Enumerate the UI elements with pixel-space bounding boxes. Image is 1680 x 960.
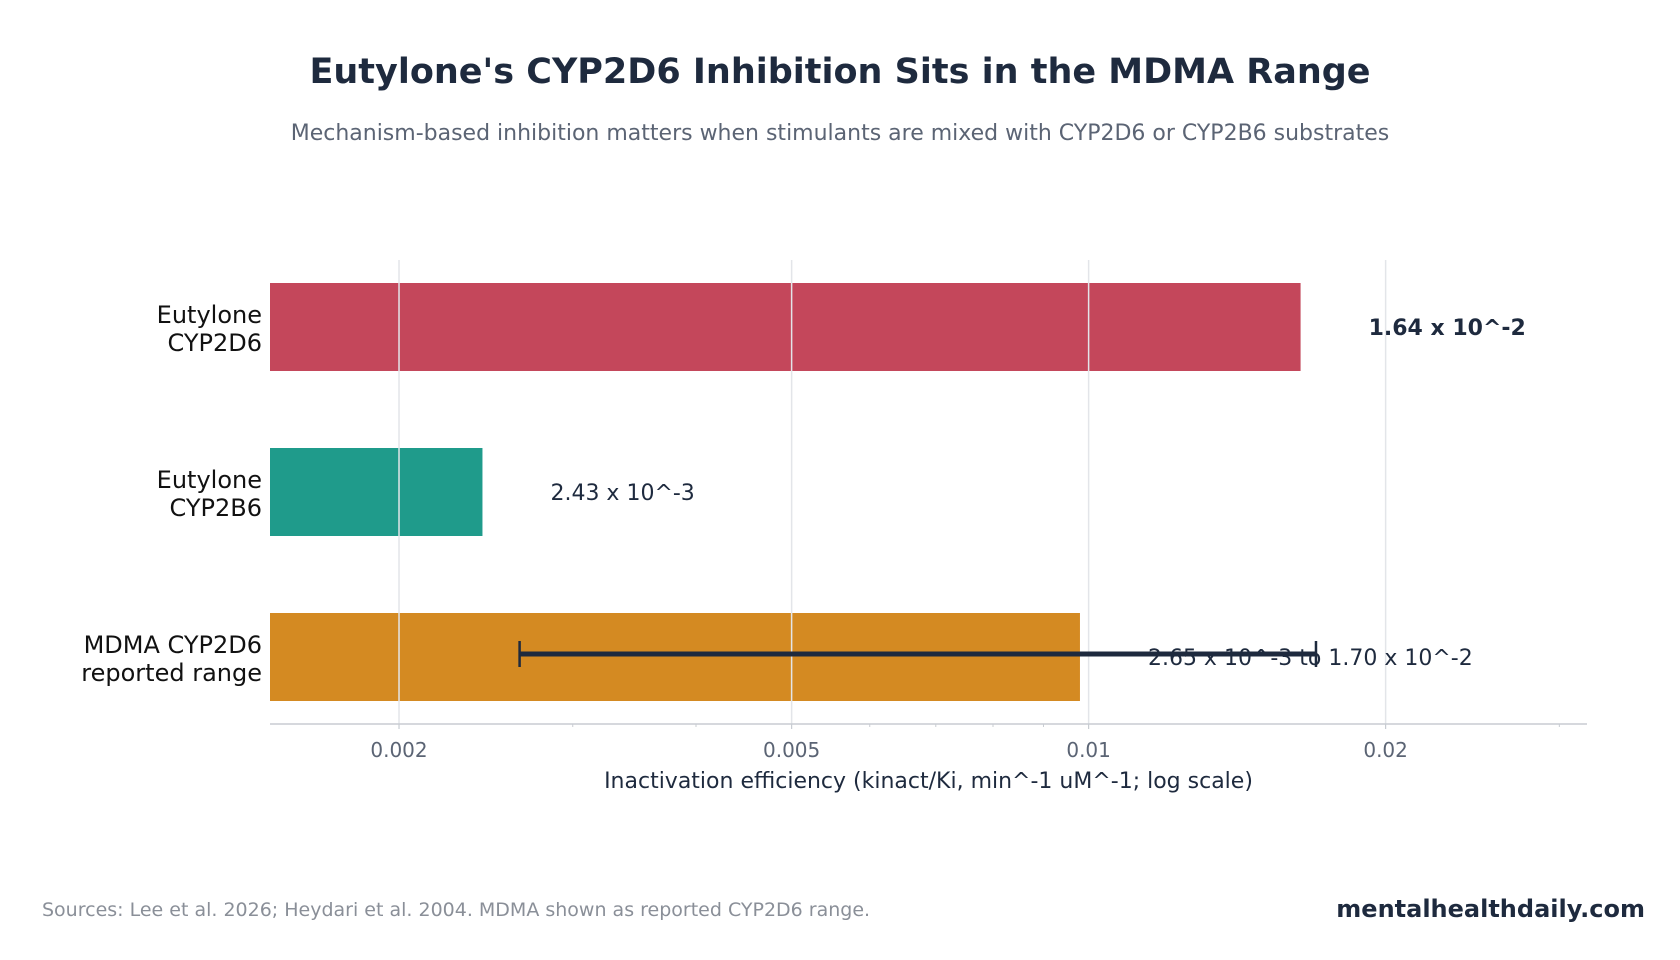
category-label-1: Eutylone CYP2D6 [157,301,262,357]
bar-2 [270,448,483,536]
category-label-2: Eutylone CYP2B6 [157,466,262,522]
chart-subtitle: Mechanism-based inhibition matters when … [290,121,1390,146]
category-label-line: MDMA CYP2D6 [84,631,262,659]
category-label-3: MDMA CYP2D6 reported range [81,631,262,687]
x-tick-label-3: 0.01 [1066,738,1111,762]
value-label-3: 2.65 x 10^-3 to 1.70 x 10^-2 [1148,646,1473,671]
category-label-line: Eutylone [157,466,262,494]
category-label-line: CYP2D6 [168,329,263,357]
value-label-1: 1.64 x 10^-2 [1369,316,1526,341]
bar-3 [270,613,1080,701]
x-tick-label-2: 0.005 [763,738,820,762]
value-label-2: 2.43 x 10^-3 [550,481,694,506]
x-tick-label-4: 0.02 [1363,738,1408,762]
category-label-line: Eutylone [157,301,262,329]
x-tick-label-1: 0.002 [370,738,427,762]
chart-title: Eutylone's CYP2D6 Inhibition Sits in the… [309,52,1371,92]
bar-1 [270,283,1301,371]
category-label-line: reported range [81,659,262,687]
source-note: Sources: Lee et al. 2026; Heydari et al.… [42,899,871,921]
x-axis-label: Inactivation efficiency (kinact/Ki, min^… [604,769,1253,794]
brand-label: mentalhealthdaily.com [1336,895,1645,923]
category-label-line: CYP2B6 [170,494,262,522]
